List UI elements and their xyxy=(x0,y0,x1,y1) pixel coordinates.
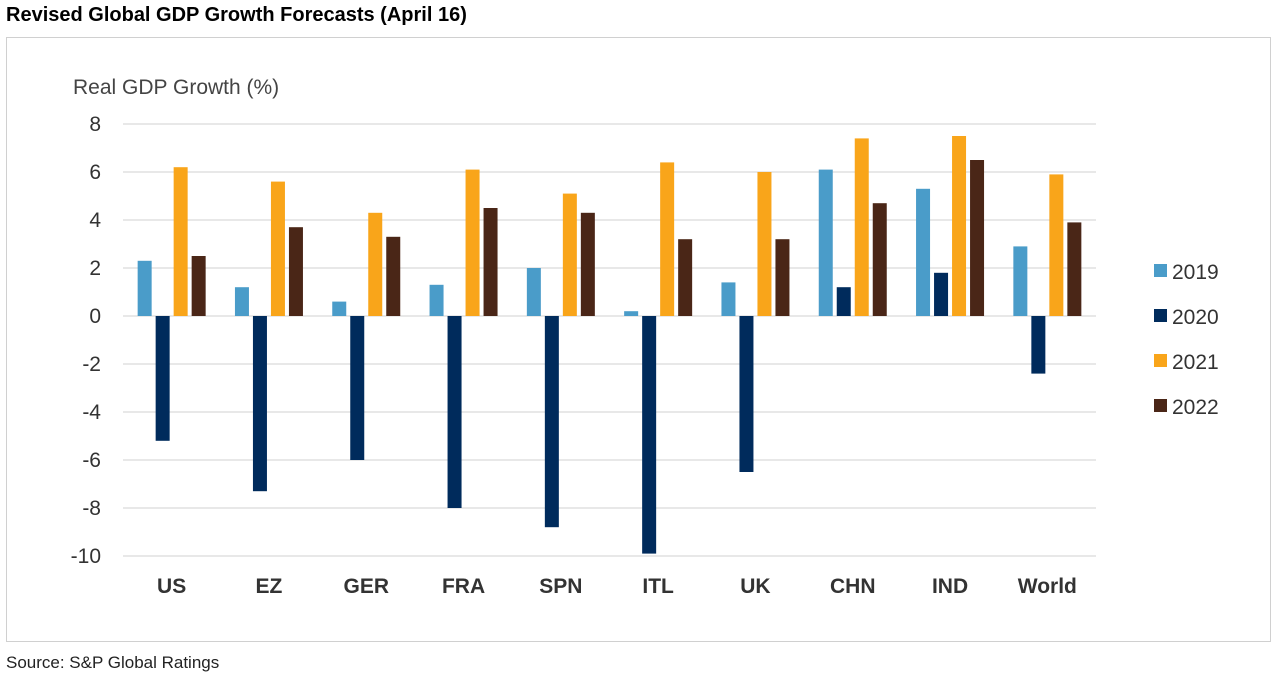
legend: 2019 2020 2021 2022 xyxy=(1154,261,1219,419)
bar-ind-2021 xyxy=(952,136,967,316)
y-tick-label: 0 xyxy=(89,305,101,328)
bar-us-2020 xyxy=(155,316,170,441)
x-tick-label: ITL xyxy=(642,575,674,598)
bar-ez-2019 xyxy=(234,287,249,316)
bar-uk-2020 xyxy=(739,316,754,472)
bar-uk-2021 xyxy=(757,172,772,316)
x-tick-label: CHN xyxy=(830,575,876,598)
legend-swatch-2021 xyxy=(1154,354,1167,367)
y-tick-label: -4 xyxy=(82,401,101,424)
bar-fra-2022 xyxy=(483,208,498,316)
x-tick-label: IND xyxy=(932,575,968,598)
bar-us-2021 xyxy=(173,167,188,316)
bar-spn-2019 xyxy=(526,268,541,316)
y-tick-label: -10 xyxy=(71,545,101,568)
bar-spn-2022 xyxy=(580,212,595,316)
bar-ez-2022 xyxy=(288,227,303,316)
y-tick-label: 4 xyxy=(89,209,101,232)
legend-label-2019: 2019 xyxy=(1172,261,1219,284)
legend-label-2022: 2022 xyxy=(1172,396,1219,419)
legend-swatch-2020 xyxy=(1154,309,1167,322)
bar-uk-2019 xyxy=(721,282,736,316)
bar-chn-2021 xyxy=(854,138,869,316)
bar-us-2019 xyxy=(137,260,152,316)
bars xyxy=(137,136,1082,554)
bar-world-2020 xyxy=(1031,316,1046,374)
bar-itl-2021 xyxy=(660,162,675,316)
bar-ger-2021 xyxy=(368,212,383,316)
x-tick-label: World xyxy=(1018,575,1077,598)
x-tick-label: FRA xyxy=(442,575,485,598)
bar-itl-2019 xyxy=(624,311,639,316)
legend-swatch-2022 xyxy=(1154,399,1167,412)
legend-swatch-2019 xyxy=(1154,264,1167,277)
bar-spn-2021 xyxy=(562,193,577,316)
bar-ez-2021 xyxy=(270,181,285,316)
bar-fra-2020 xyxy=(447,316,462,508)
y-axis-label: Real GDP Growth (%) xyxy=(73,76,279,99)
bar-us-2022 xyxy=(191,256,206,316)
bar-ez-2020 xyxy=(252,316,267,492)
x-tick-label: UK xyxy=(740,575,770,598)
bar-chn-2020 xyxy=(836,287,851,316)
bar-itl-2020 xyxy=(642,316,657,554)
chart-frame xyxy=(6,37,1271,642)
bar-ind-2020 xyxy=(934,272,949,316)
bar-uk-2022 xyxy=(775,239,790,316)
legend-label-2021: 2021 xyxy=(1172,351,1219,374)
y-tick-label: -6 xyxy=(82,449,101,472)
bar-world-2019 xyxy=(1013,246,1028,316)
bar-ind-2019 xyxy=(916,188,931,316)
y-tick-labels: 8 6 4 2 0 -2 -4 -6 -8 -10 xyxy=(71,113,102,568)
bar-world-2022 xyxy=(1067,222,1082,316)
x-tick-labels: US EZ GER FRA SPN ITL UK CHN IND World xyxy=(157,575,1077,598)
x-tick-label: SPN xyxy=(539,575,582,598)
bar-world-2021 xyxy=(1049,174,1064,316)
y-tick-label: 6 xyxy=(89,161,101,184)
x-tick-label: US xyxy=(157,575,186,598)
y-tick-label: -2 xyxy=(82,353,101,376)
y-tick-label: 8 xyxy=(89,113,101,136)
bar-chn-2022 xyxy=(872,203,887,316)
x-tick-label: GER xyxy=(343,575,389,598)
bar-ger-2022 xyxy=(386,236,401,316)
bar-fra-2021 xyxy=(465,169,480,316)
bar-chn-2019 xyxy=(818,169,833,316)
bar-itl-2022 xyxy=(678,239,693,316)
bar-spn-2020 xyxy=(544,316,559,528)
x-tick-label: EZ xyxy=(256,575,283,598)
bar-fra-2019 xyxy=(429,284,444,316)
y-tick-label: 2 xyxy=(89,257,101,280)
y-tick-label: -8 xyxy=(82,497,101,520)
source-note: Source: S&P Global Ratings xyxy=(6,653,220,672)
bar-ind-2022 xyxy=(970,160,985,316)
chart-title: Revised Global GDP Growth Forecasts (Apr… xyxy=(6,4,467,26)
grid-lines xyxy=(123,123,1096,557)
bar-ger-2019 xyxy=(332,301,347,316)
bar-ger-2020 xyxy=(350,316,365,460)
legend-label-2020: 2020 xyxy=(1172,306,1219,329)
